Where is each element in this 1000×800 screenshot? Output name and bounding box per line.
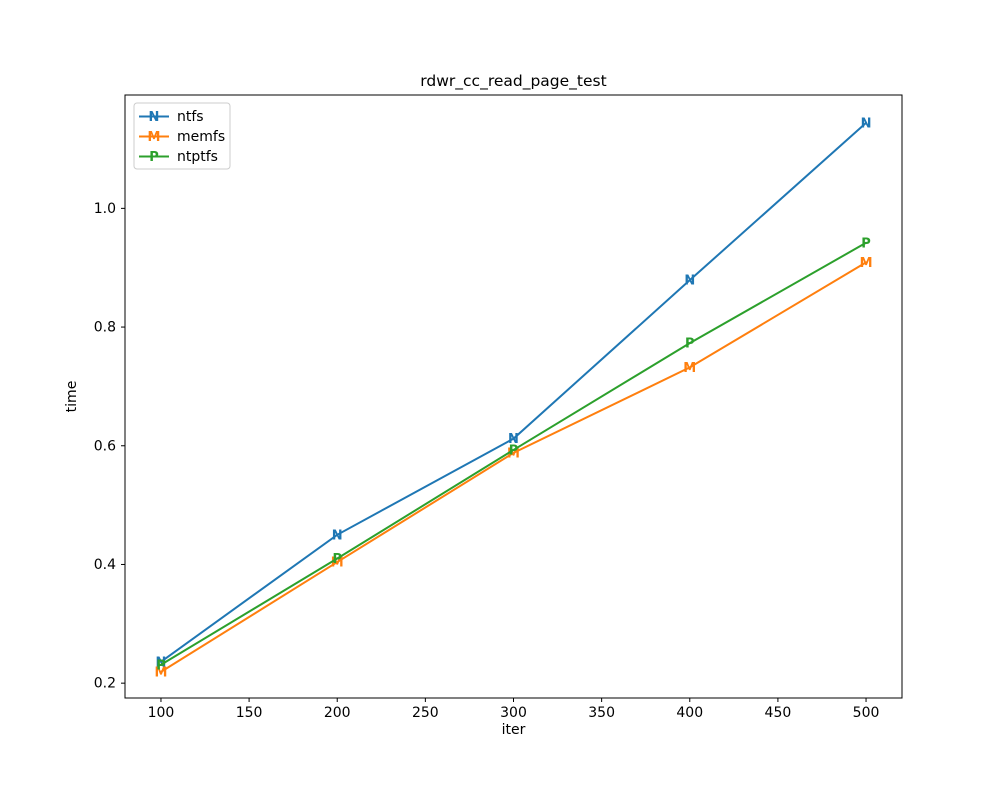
legend-label-memfs: memfs	[177, 129, 225, 145]
x-tick-label: 500	[853, 705, 880, 721]
legend-label-ntfs: ntfs	[177, 109, 204, 125]
legend-marker-ntptfs: P	[149, 150, 159, 165]
series-line-ntfs	[159, 121, 868, 663]
data-point-marker-ntptfs: P	[156, 658, 166, 673]
x-tick-label: 300	[500, 705, 527, 721]
data-point-marker-ntfs: N	[861, 116, 872, 131]
x-tick-label: 200	[324, 705, 351, 721]
data-point-marker-ntptfs: P	[509, 443, 519, 458]
x-axis-label: iter	[502, 722, 526, 738]
x-tick-label: 450	[765, 705, 792, 721]
data-point-marker-memfs: M	[154, 665, 167, 680]
axes-frame	[124, 94, 903, 699]
y-tick-label: 0.2	[94, 676, 116, 692]
y-tick-label: 0.4	[94, 557, 116, 573]
y-tick-label: 0.8	[94, 320, 116, 336]
data-point-marker-memfs: M	[860, 256, 873, 271]
x-tick-label: 350	[588, 705, 615, 721]
y-tick-label: 1.0	[94, 201, 116, 217]
data-point-marker-memfs: M	[683, 361, 696, 376]
x-tick-label: 250	[412, 705, 439, 721]
data-point-marker-ntfs: N	[684, 274, 695, 289]
x-tick-label: 100	[148, 705, 175, 721]
x-tick-label: 400	[676, 705, 703, 721]
y-axis-label: time	[64, 381, 80, 413]
data-point-marker-ntptfs: P	[861, 236, 871, 251]
data-point-marker-ntfs: N	[508, 432, 519, 447]
data-point-marker-ntptfs: P	[685, 337, 695, 352]
data-point-marker-ntfs: N	[332, 528, 343, 543]
chart-title: rdwr_cc_read_page_test	[420, 72, 606, 91]
data-point-marker-ntfs: N	[156, 655, 167, 670]
series-line-ntptfs	[159, 241, 868, 666]
series-line-memfs	[159, 261, 868, 673]
x-tick-label: 150	[236, 705, 263, 721]
legend-marker-memfs: M	[148, 130, 161, 145]
data-point-marker-memfs: M	[507, 446, 520, 461]
data-point-marker-ntptfs: P	[332, 552, 342, 567]
legend-box	[133, 102, 231, 170]
legend-marker-ntfs: N	[149, 110, 160, 125]
legend-label-ntptfs: ntptfs	[177, 149, 218, 165]
y-tick-label: 0.6	[94, 438, 116, 454]
